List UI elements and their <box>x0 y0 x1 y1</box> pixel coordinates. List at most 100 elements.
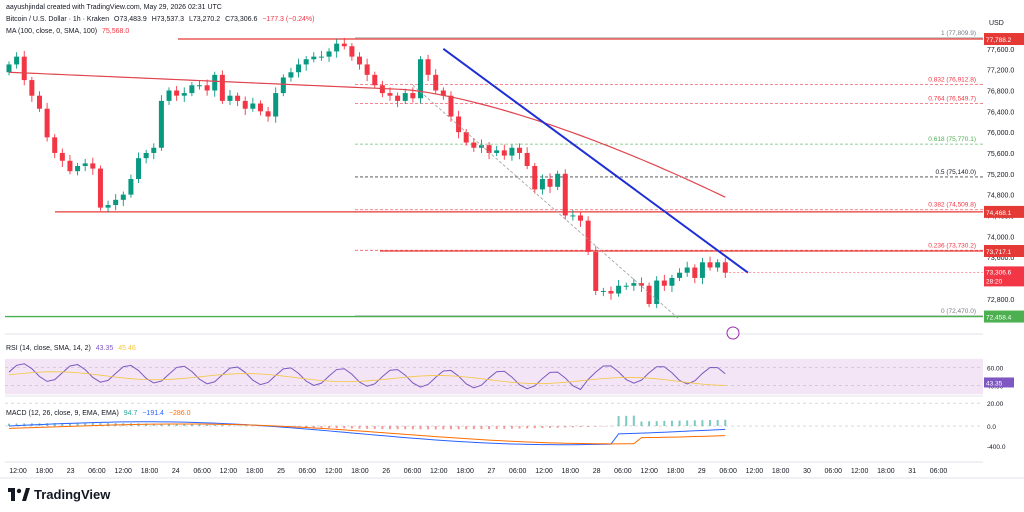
candle-body <box>67 160 73 172</box>
macd-histogram-bar <box>663 420 666 426</box>
candle-body <box>585 220 591 252</box>
candle-body <box>257 103 263 112</box>
candle-body <box>52 137 58 153</box>
candle-body <box>14 56 20 65</box>
macd-histogram-bar <box>503 426 506 429</box>
fib-level-label: 0.5 (75,140.0) <box>936 169 976 176</box>
macd-histogram-bar <box>594 426 597 427</box>
candle-body <box>600 290 606 292</box>
macd-histogram-bar <box>480 426 483 430</box>
macd-legend[interactable]: MACD (12, 26, close, 9, EMA, EMA) 94.7 −… <box>6 410 194 417</box>
macd-histogram-bar <box>160 423 163 426</box>
candle-body <box>555 173 561 187</box>
macd-histogram-bar <box>396 426 399 430</box>
macd-histogram-bar <box>183 424 186 426</box>
candle-body <box>578 215 583 221</box>
candle-body <box>227 95 233 101</box>
time-tick-label: 06:00 <box>614 468 632 475</box>
macd-histogram-bar <box>434 426 437 430</box>
macd-histogram-bar <box>571 426 574 428</box>
macd-histogram-bar <box>419 426 422 430</box>
candle-body <box>204 85 210 91</box>
candle-body <box>357 56 363 65</box>
candle-body <box>242 100 248 109</box>
ma-legend[interactable]: MA (100, close, 0, SMA, 100) 75,568.0 <box>6 28 132 35</box>
candle-body <box>303 59 309 65</box>
candle-body <box>616 285 622 294</box>
candle-body <box>677 272 683 278</box>
moving-average-line <box>8 71 726 198</box>
time-tick-label: 18:00 <box>141 468 159 475</box>
candle-body <box>21 56 27 81</box>
candle-body <box>181 93 187 96</box>
candle-body <box>219 74 225 101</box>
rsi-legend[interactable]: RSI (14, close, SMA, 14, 2) 43.35 45.46 <box>6 345 139 352</box>
macd-histogram-bar <box>84 422 87 426</box>
time-tick-label: 18:00 <box>351 468 369 475</box>
candle-body <box>296 64 302 73</box>
macd-histogram-bar <box>526 426 529 429</box>
macd-histogram-bar <box>533 426 536 429</box>
macd-histogram-bar <box>76 422 79 426</box>
macd-histogram-bar <box>99 423 102 426</box>
candle-body <box>6 64 12 73</box>
macd-histogram-bar <box>411 426 414 430</box>
candle-body <box>654 280 660 304</box>
symbol-title[interactable]: Bitcoin / U.S. Dollar · 1h · Kraken <box>6 16 110 23</box>
candle-body <box>456 116 462 133</box>
time-tick-label: 12:00 <box>851 468 869 475</box>
rsi-band <box>5 358 983 395</box>
candle-body <box>158 100 164 148</box>
price-tick-label: 77,200.0 <box>987 68 1014 75</box>
candle-body <box>547 179 553 187</box>
macd-histogram-bar <box>648 421 651 426</box>
candle-body <box>372 74 378 86</box>
current-price-tag: 73,306.6 <box>986 269 1012 276</box>
candle-body <box>494 150 500 153</box>
macd-histogram-bar <box>228 425 231 426</box>
time-tick-label: 06:00 <box>825 468 843 475</box>
price-tick-label: 76,400.0 <box>987 109 1014 116</box>
macd-histogram-bar <box>366 426 369 429</box>
time-tick-label: 06:00 <box>404 468 422 475</box>
author-line: aayushjindal created with TradingView.co… <box>6 4 222 11</box>
time-tick-label: 28 <box>593 468 601 475</box>
time-tick-label: 12:00 <box>535 468 553 475</box>
candle-body <box>75 165 81 172</box>
rsi-tick-label: 60.00 <box>987 366 1004 373</box>
time-tick-label: 18:00 <box>36 468 54 475</box>
fib-level-label: 0.618 (75,770.1) <box>928 136 976 143</box>
price-tick-label: 75,600.0 <box>987 151 1014 158</box>
fib-level-label: 0.382 (74,509.8) <box>928 202 976 209</box>
candle-body <box>82 163 88 166</box>
ma-value: 75,568.0 <box>102 28 130 35</box>
time-tick-label: 31 <box>908 468 916 475</box>
candle-body <box>326 51 332 57</box>
candle-body <box>395 95 401 101</box>
price-axis-bg <box>983 0 1024 478</box>
time-tick-label: 12:00 <box>114 468 132 475</box>
macd-histogram-bar <box>579 426 582 428</box>
macd-histogram-bar <box>472 426 475 430</box>
price-tag-label: 72,458.4 <box>986 315 1012 322</box>
candle-body <box>59 152 65 161</box>
time-tick-label: 06:00 <box>719 468 737 475</box>
candle-body <box>235 95 241 101</box>
time-tick-label: 18:00 <box>246 468 264 475</box>
time-tick-label: 06:00 <box>509 468 527 475</box>
macd-histogram-bar <box>457 426 460 430</box>
macd-histogram-bar <box>617 416 620 426</box>
price-tick-label: 72,800.0 <box>987 297 1014 304</box>
price-tag-label: 73,717.1 <box>986 249 1012 256</box>
time-tick-label: 12:00 <box>430 468 448 475</box>
macd-histogram-bar <box>640 421 643 426</box>
macd-histogram-bar <box>510 426 513 429</box>
macd-histogram-bar <box>328 426 331 429</box>
macd-histogram-bar <box>15 423 18 426</box>
candle-body <box>166 90 172 101</box>
tradingview-logo-icon <box>8 488 30 501</box>
candle-body <box>410 93 416 99</box>
time-tick-label: 12:00 <box>325 468 343 475</box>
